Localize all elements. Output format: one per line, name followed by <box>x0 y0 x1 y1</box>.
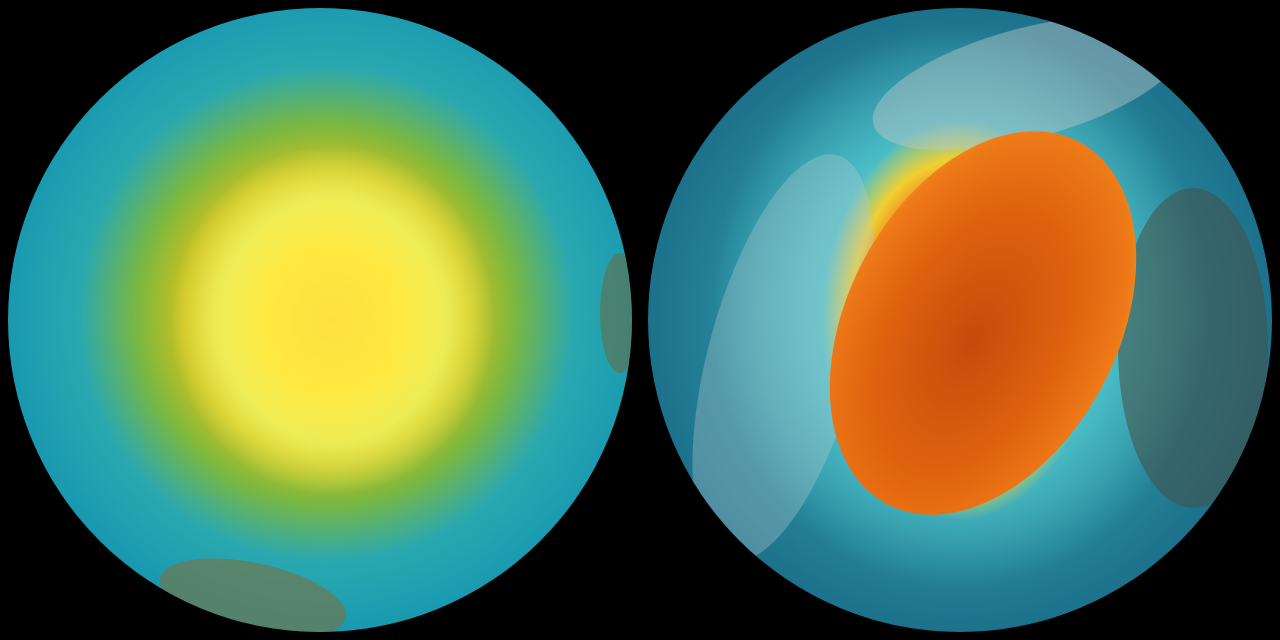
limb-shading <box>8 8 632 632</box>
right-globe <box>648 8 1272 632</box>
landmass <box>1118 188 1268 508</box>
limb-shading <box>648 8 1272 632</box>
landmass <box>600 253 632 373</box>
left-globe <box>8 8 632 632</box>
